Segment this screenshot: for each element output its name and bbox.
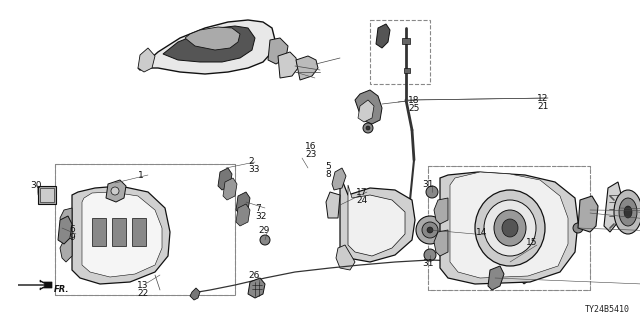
Polygon shape (268, 38, 288, 64)
Ellipse shape (619, 198, 637, 226)
Polygon shape (340, 175, 415, 262)
Text: 1: 1 (138, 171, 144, 180)
Bar (402, 38, 410, 44)
Text: 7: 7 (255, 204, 260, 213)
Polygon shape (218, 168, 232, 190)
Polygon shape (236, 192, 250, 214)
Polygon shape (223, 178, 237, 200)
Polygon shape (278, 52, 298, 78)
Ellipse shape (502, 219, 518, 237)
Text: 26: 26 (248, 271, 259, 280)
Text: 33: 33 (248, 165, 259, 174)
Ellipse shape (366, 126, 370, 130)
Text: 31: 31 (422, 180, 433, 189)
Text: 8: 8 (325, 170, 331, 179)
Text: FR.: FR. (54, 284, 70, 293)
Polygon shape (138, 20, 275, 74)
Text: 12: 12 (537, 94, 548, 103)
Ellipse shape (424, 249, 436, 261)
Text: 23: 23 (305, 150, 316, 159)
Ellipse shape (573, 223, 583, 233)
Bar (92, 218, 106, 246)
Bar (40, 188, 54, 202)
Polygon shape (185, 27, 240, 50)
Polygon shape (326, 192, 340, 218)
Text: 5: 5 (325, 162, 331, 171)
Text: 18: 18 (408, 96, 419, 105)
Polygon shape (106, 180, 126, 202)
Ellipse shape (111, 187, 119, 195)
Text: 31: 31 (422, 259, 433, 268)
Text: 13: 13 (137, 281, 148, 290)
Bar (112, 218, 126, 246)
Bar (132, 218, 146, 246)
Polygon shape (488, 266, 504, 290)
Polygon shape (18, 280, 52, 290)
Text: 14: 14 (476, 228, 488, 237)
Polygon shape (60, 238, 72, 262)
Ellipse shape (426, 186, 438, 198)
Text: 22: 22 (137, 289, 148, 298)
Text: 25: 25 (408, 104, 419, 113)
Text: 24: 24 (356, 196, 367, 205)
Ellipse shape (475, 190, 545, 266)
Polygon shape (58, 216, 72, 244)
Bar (370, 20, 430, 84)
Polygon shape (440, 172, 578, 284)
Polygon shape (60, 208, 72, 232)
Bar (55, 164, 235, 295)
Polygon shape (82, 192, 162, 277)
Text: 30: 30 (30, 181, 42, 190)
Bar (38, 186, 56, 204)
Text: 2: 2 (248, 157, 253, 166)
Text: TY24B5410: TY24B5410 (585, 305, 630, 314)
Polygon shape (376, 24, 390, 48)
Polygon shape (296, 56, 318, 80)
Polygon shape (604, 182, 622, 232)
Ellipse shape (427, 227, 433, 233)
Polygon shape (72, 186, 170, 284)
Bar (55, 164, 235, 295)
Polygon shape (578, 196, 598, 232)
Ellipse shape (624, 206, 632, 218)
Polygon shape (336, 245, 355, 270)
Ellipse shape (260, 235, 270, 245)
Polygon shape (434, 198, 448, 224)
Ellipse shape (422, 222, 438, 238)
Text: 15: 15 (526, 238, 538, 247)
Polygon shape (520, 267, 532, 284)
Ellipse shape (363, 123, 373, 133)
Polygon shape (450, 172, 568, 278)
Text: 17: 17 (356, 188, 367, 197)
Ellipse shape (416, 216, 444, 244)
Bar (404, 68, 410, 73)
Polygon shape (348, 185, 405, 256)
Polygon shape (332, 168, 346, 190)
Text: 6: 6 (69, 225, 75, 234)
Polygon shape (190, 288, 200, 300)
Polygon shape (248, 278, 265, 298)
Polygon shape (434, 230, 448, 256)
Text: 32: 32 (255, 212, 266, 221)
Text: 21: 21 (537, 102, 548, 111)
Text: 9: 9 (69, 233, 75, 242)
Bar (428, 166, 590, 290)
Polygon shape (163, 26, 255, 62)
Ellipse shape (484, 200, 536, 256)
Ellipse shape (614, 190, 640, 234)
Bar (55, 164, 235, 295)
Text: 29: 29 (258, 226, 269, 235)
Polygon shape (355, 90, 382, 124)
Polygon shape (358, 100, 374, 122)
Ellipse shape (494, 210, 526, 246)
Text: 16: 16 (305, 142, 317, 151)
Polygon shape (138, 48, 155, 72)
Polygon shape (236, 204, 250, 226)
